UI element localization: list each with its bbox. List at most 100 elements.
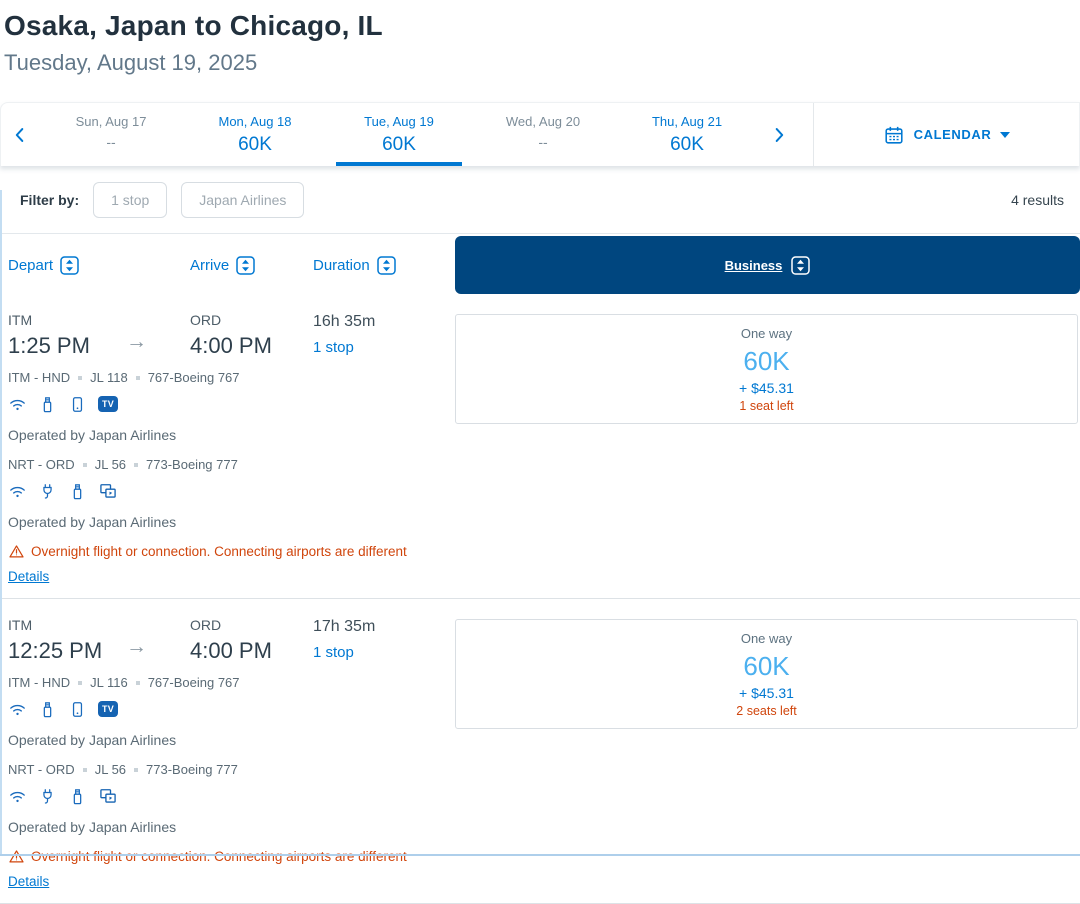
power-plug-icon	[38, 482, 57, 501]
flight-result-row: ITM 1:25 PM → ORD 4:00 PM 16h 35m 1 stop…	[0, 294, 1080, 599]
business-fare-card[interactable]: One way 60K + $45.31 2 seats left	[455, 619, 1078, 729]
destination-airport-code: ORD	[190, 617, 222, 633]
business-fare-card[interactable]: One way 60K + $45.31 1 seat left	[455, 314, 1078, 424]
usb-icon	[38, 395, 57, 414]
amenity-icons: TV	[8, 394, 455, 414]
price-column: One way 60K + $45.31 2 seats left	[455, 617, 1080, 891]
details-link[interactable]: Details	[8, 569, 50, 584]
date-tab-mon-aug-18[interactable]: Mon, Aug 18 60K	[183, 103, 327, 166]
date-tab-award-value: --	[106, 134, 116, 150]
segment-route: NRT - ORD	[8, 457, 75, 472]
operated-by-text: Operated by Japan Airlines	[8, 732, 177, 748]
overnight-warning: Overnight flight or connection. Connecti…	[8, 848, 455, 865]
segment-info-line: ITM - HND JL 118 767-Boeing 767	[8, 370, 455, 385]
tv-icon: TV	[98, 701, 119, 717]
duration-cell: 16h 35m 1 stop	[313, 312, 455, 359]
usb-icon	[68, 787, 87, 806]
calendar-area: CALENDAR	[814, 103, 1079, 166]
segment-route: ITM - HND	[8, 675, 71, 690]
seats-left-badge: 2 seats left	[736, 703, 797, 718]
operated-by-text: Operated by Japan Airlines	[8, 514, 177, 530]
separator-dot	[134, 462, 139, 467]
seats-left-badge: 1 seat left	[739, 398, 794, 413]
sort-depart-button[interactable]	[60, 255, 79, 275]
strip-divider	[813, 103, 814, 166]
bottom-edge-accent	[0, 854, 1080, 856]
sort-icon	[791, 255, 811, 275]
next-dates-button[interactable]	[759, 103, 799, 166]
date-tab-wed-aug-20[interactable]: Wed, Aug 20 --	[471, 103, 615, 166]
destination-airport-code: ORD	[190, 312, 222, 328]
page-subtitle: Tuesday, August 19, 2025	[4, 50, 258, 75]
tablet-icon	[68, 700, 87, 719]
filter-pill-japan-airlines[interactable]: Japan Airlines	[181, 181, 305, 218]
wifi-icon	[8, 482, 27, 501]
date-tab-award-value: 60K	[382, 134, 416, 155]
depart-time: 12:25 PM	[8, 638, 103, 663]
wifi-icon	[8, 395, 27, 414]
results-column-headers: Depart Arrive Duration Business	[0, 236, 1080, 294]
wifi-icon	[8, 787, 27, 806]
taxes-fees: + $45.31	[739, 684, 794, 701]
warning-triangle-icon	[8, 848, 25, 865]
sort-duration-button[interactable]	[376, 255, 396, 275]
segment-flight-number: JL 56	[94, 457, 127, 472]
calendar-button[interactable]: CALENDAR	[883, 124, 1011, 146]
overnight-warning: Overnight flight or connection. Connecti…	[8, 543, 455, 560]
wifi-icon	[8, 700, 27, 719]
segment-info-line: ITM - HND JL 116 767-Boeing 767	[8, 675, 455, 690]
arrive-header-label: Arrive	[190, 256, 230, 274]
separator-dot	[78, 375, 83, 380]
segment-flight-number: JL 116	[90, 675, 128, 690]
business-cabin-header[interactable]: Business	[455, 236, 1080, 294]
chevron-right-icon	[768, 124, 790, 146]
previous-dates-button[interactable]	[1, 103, 39, 166]
sort-icon	[376, 255, 396, 275]
operated-by-text: Operated by Japan Airlines	[8, 819, 177, 835]
filter-bar: Filter by: 1 stop Japan Airlines 4 resul…	[0, 166, 1080, 234]
stops-link[interactable]: 1 stop	[313, 339, 354, 356]
price-column: One way 60K + $45.31 1 seat left	[455, 312, 1080, 586]
warning-text: Overnight flight or connection. Connecti…	[31, 544, 407, 559]
operated-by-text: Operated by Japan Airlines	[8, 427, 177, 443]
miles-price: 60K	[743, 345, 790, 376]
filter-pill-1-stop[interactable]: 1 stop	[93, 181, 168, 218]
depart-time: 1:25 PM	[8, 333, 90, 358]
stops-link[interactable]: 1 stop	[313, 644, 354, 661]
taxes-fees: + $45.31	[739, 379, 794, 396]
separator-dot	[82, 462, 87, 467]
entertainment-icon	[98, 481, 118, 501]
right-arrow-icon: →	[126, 330, 147, 353]
segment-flight-number: JL 56	[94, 762, 127, 777]
arrive-column-header: Arrive	[190, 255, 313, 275]
segment-aircraft: 767-Boeing 767	[147, 675, 240, 690]
power-plug-icon	[38, 787, 57, 806]
segment-route: ITM - HND	[8, 370, 71, 385]
date-tab-label: Sun, Aug 17	[75, 114, 147, 129]
amenity-icons	[8, 481, 455, 501]
details-link[interactable]: Details	[8, 874, 50, 889]
flight-duration: 16h 35m	[313, 313, 376, 330]
date-tab-tue-aug-19-selected[interactable]: Tue, Aug 19 60K	[327, 103, 471, 166]
date-tab-label: Thu, Aug 21	[651, 114, 723, 129]
segment-aircraft: 773-Boeing 777	[146, 762, 238, 777]
sort-business-button[interactable]	[791, 255, 811, 275]
sort-arrive-button[interactable]	[236, 255, 255, 275]
right-arrow-icon: →	[126, 635, 147, 658]
separator-dot	[134, 767, 139, 772]
segment-info-line: NRT - ORD JL 56 773-Boeing 777	[8, 457, 455, 472]
usb-icon	[38, 700, 57, 719]
segment-aircraft: 767-Boeing 767	[147, 370, 240, 385]
date-tab-sun-aug-17[interactable]: Sun, Aug 17 --	[39, 103, 183, 166]
segment-flight-number: JL 118	[90, 370, 128, 385]
separator-dot	[82, 767, 87, 772]
sort-icon	[236, 255, 255, 275]
duration-header-label: Duration	[313, 256, 370, 274]
date-tab-label: Tue, Aug 19	[364, 114, 434, 129]
depart-cell: ITM 1:25 PM	[8, 312, 126, 359]
flight-result-row: ITM 12:25 PM → ORD 4:00 PM 17h 35m 1 sto…	[0, 599, 1080, 904]
calendar-button-label: CALENDAR	[913, 127, 992, 142]
date-tab-thu-aug-21[interactable]: Thu, Aug 21 60K	[615, 103, 759, 166]
arrive-time: 4:00 PM	[190, 638, 272, 663]
usb-icon	[68, 482, 87, 501]
